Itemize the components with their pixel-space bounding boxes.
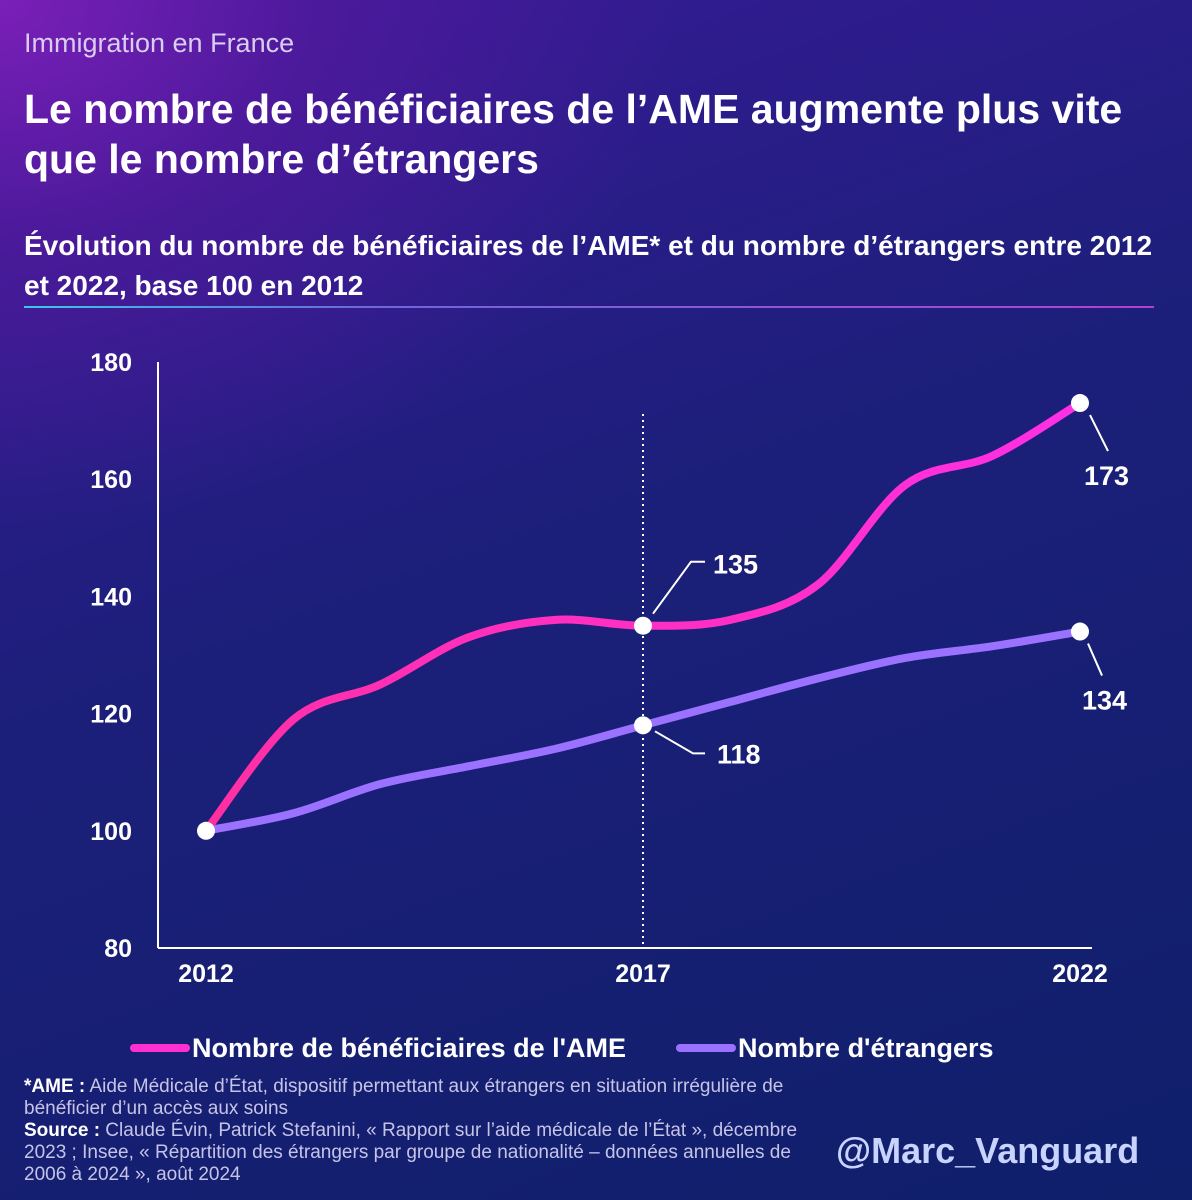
- source-footnote: Source : Claude Évin, Patrick Stefanini,…: [24, 1120, 824, 1186]
- legend-label-ame: Nombre de bénéficiaires de l'AME: [192, 1032, 627, 1063]
- annotation-leader: [1089, 414, 1109, 452]
- source-text: Claude Évin, Patrick Stefanini, « Rappor…: [24, 1120, 798, 1185]
- data-label: 135: [713, 550, 758, 580]
- legend-item-ame: Nombre de bénéficiaires de l'AME: [130, 1033, 626, 1064]
- legend: Nombre de bénéficiaires de l'AME Nombre …: [130, 1028, 994, 1068]
- ame-footnote-key: *AME :: [24, 1076, 86, 1097]
- annotation-leader: [652, 560, 705, 615]
- kicker: Immigration en France: [24, 28, 295, 58]
- line-chart: 80 100 120 140 160 180 2012 2017 2022 135 173 118 13…: [90, 349, 1129, 988]
- data-label: 118: [717, 739, 761, 769]
- chart-subtitle: Évolution du nombre de bénéficiaires de …: [24, 230, 1153, 301]
- annotation-leader: [654, 730, 705, 755]
- data-label: 173: [1084, 461, 1129, 491]
- y-tick-label: 180: [90, 349, 132, 377]
- legend-swatch-ame: [130, 1044, 190, 1052]
- y-tick-label: 80: [104, 935, 132, 963]
- x-tick-label: 2012: [178, 960, 234, 988]
- author-handle: @Marc_Vanguard: [836, 1130, 1140, 1171]
- data-point-marker: [634, 716, 652, 735]
- source-key: Source :: [24, 1120, 101, 1141]
- data-point-marker: [1071, 622, 1089, 641]
- legend-item-etrangers: Nombre d'étrangers: [676, 1033, 994, 1064]
- ame-footnote-text: Aide Médicale d’État, dispositif permett…: [24, 1076, 784, 1119]
- annotation-leader: [1087, 643, 1103, 676]
- y-tick-label: 120: [90, 701, 132, 729]
- x-tick-label: 2017: [615, 960, 671, 988]
- x-tick-label: 2022: [1052, 960, 1108, 988]
- legend-label-etrangers: Nombre d'étrangers: [738, 1032, 994, 1063]
- page-title: Le nombre de bénéficiaires de l’AME augm…: [24, 86, 1123, 182]
- y-tick-label: 100: [90, 818, 132, 846]
- y-tick-label: 140: [90, 583, 132, 611]
- data-label: 134: [1082, 686, 1127, 716]
- legend-swatch-etrangers: [676, 1044, 737, 1052]
- y-tick-label: 160: [90, 466, 132, 494]
- divider: [24, 306, 1154, 308]
- ame-footnote: *AME : Aide Médicale d’État, dispositif …: [24, 1076, 824, 1120]
- start-point-marker: [197, 821, 215, 840]
- data-point-marker: [634, 616, 652, 635]
- footnotes: *AME : Aide Médicale d’État, dispositif …: [24, 1076, 824, 1186]
- data-point-marker: [1071, 394, 1089, 413]
